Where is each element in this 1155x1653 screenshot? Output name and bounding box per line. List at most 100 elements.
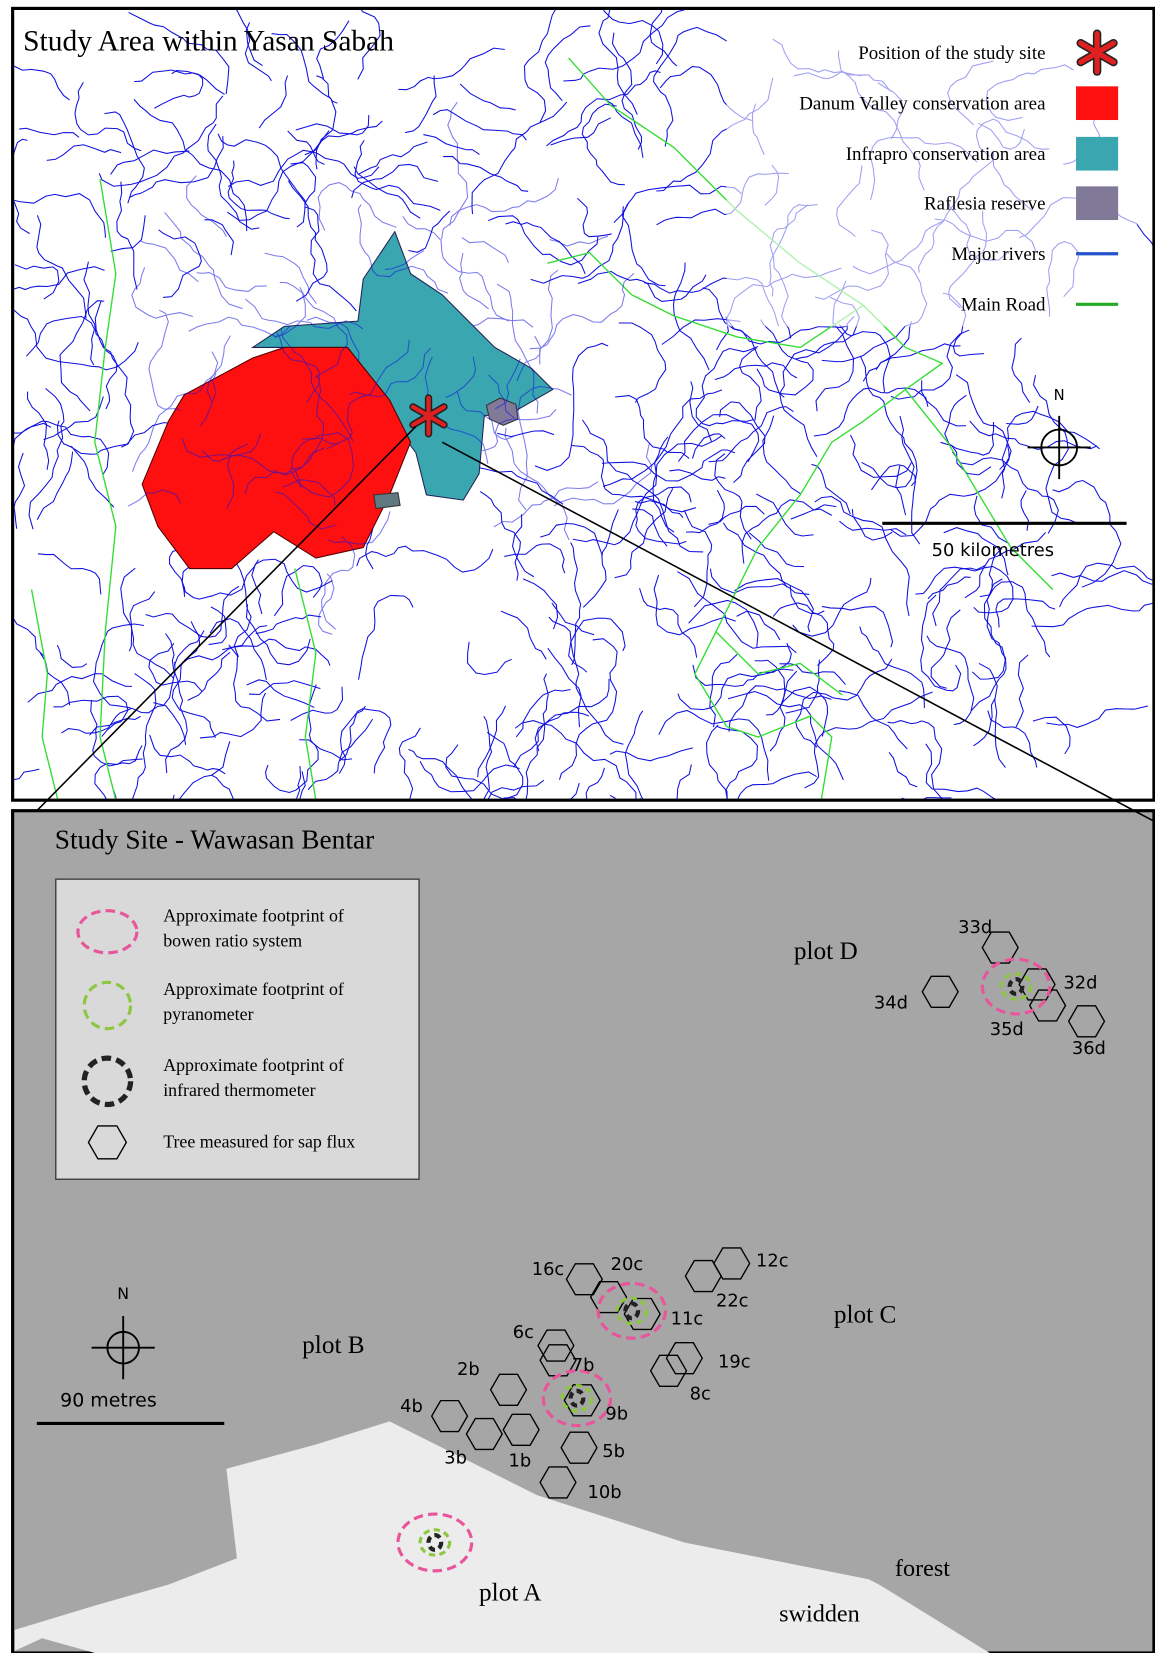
river xyxy=(131,335,231,472)
river xyxy=(838,690,908,750)
river xyxy=(298,771,306,801)
river xyxy=(539,269,559,365)
tree xyxy=(563,1384,601,1417)
river xyxy=(307,718,374,791)
river xyxy=(563,8,690,82)
river xyxy=(979,581,1051,658)
river xyxy=(287,130,325,165)
river xyxy=(851,509,893,541)
river xyxy=(969,420,1098,451)
tree-label: 22c xyxy=(716,1291,749,1312)
river xyxy=(28,388,65,530)
river xyxy=(546,70,661,147)
north-arrow xyxy=(91,1316,155,1380)
river xyxy=(356,545,494,573)
plot-label: plot A xyxy=(479,1578,542,1606)
legend-swatch xyxy=(1076,186,1119,221)
river xyxy=(46,144,122,161)
river xyxy=(264,252,317,304)
pyranometer-footprint xyxy=(999,972,1033,1001)
legend-thermometer xyxy=(81,1055,134,1108)
legend-label: Major rivers xyxy=(951,244,1045,265)
swidden-area xyxy=(14,1421,990,1653)
river xyxy=(183,559,259,600)
river xyxy=(357,141,428,175)
river xyxy=(98,95,224,187)
river xyxy=(234,8,272,82)
legend-label: Raflesia reserve xyxy=(924,194,1045,215)
river xyxy=(134,69,204,109)
river xyxy=(304,206,357,312)
river xyxy=(762,415,801,495)
thermometer-footprint xyxy=(568,1388,586,1408)
river xyxy=(515,689,571,738)
river xyxy=(131,267,194,319)
river xyxy=(534,711,590,752)
river xyxy=(317,182,397,231)
river xyxy=(1051,570,1154,585)
river xyxy=(795,658,893,748)
tree-label: 4b xyxy=(400,1396,423,1417)
tree xyxy=(649,1354,688,1387)
river xyxy=(208,606,227,646)
river xyxy=(689,381,713,443)
river xyxy=(706,724,728,801)
tree xyxy=(981,931,1019,964)
river xyxy=(12,200,30,235)
river xyxy=(148,642,203,692)
bottom-title: Study Site - Wawasan Bentar xyxy=(55,825,374,855)
zoom-line xyxy=(36,425,417,812)
river xyxy=(839,520,907,536)
scale-label: 90 metres xyxy=(60,1390,157,1412)
river xyxy=(94,758,143,801)
river xyxy=(496,283,539,414)
river xyxy=(12,420,110,475)
legend-pyranometer xyxy=(82,980,133,1031)
river xyxy=(53,695,129,737)
site-marks: plot D plot C plot B plot A forest swidden 33d… xyxy=(302,917,1106,1628)
river xyxy=(227,130,330,221)
river xyxy=(550,117,612,146)
river xyxy=(145,585,240,638)
river xyxy=(756,319,814,396)
study-site-marker xyxy=(409,394,448,438)
tree xyxy=(589,1280,628,1314)
river xyxy=(398,727,421,801)
river xyxy=(677,414,760,463)
river xyxy=(461,237,509,263)
tree xyxy=(560,1431,598,1464)
river xyxy=(12,616,45,657)
tree-label: 3b xyxy=(444,1447,467,1468)
bowen-footprint xyxy=(541,1369,613,1428)
river xyxy=(481,418,513,452)
river xyxy=(294,431,355,498)
river xyxy=(728,685,832,732)
river xyxy=(511,514,535,578)
river xyxy=(316,20,350,79)
river xyxy=(37,553,102,595)
river xyxy=(199,372,217,427)
river xyxy=(12,266,105,291)
river xyxy=(459,253,489,310)
river xyxy=(244,374,324,495)
river xyxy=(692,643,792,687)
tree-label: 11c xyxy=(671,1309,704,1330)
river xyxy=(838,324,891,392)
river xyxy=(326,339,410,450)
plot-label: plot B xyxy=(302,1331,364,1359)
river xyxy=(925,743,998,801)
river xyxy=(201,433,262,462)
river xyxy=(487,215,599,266)
river xyxy=(973,698,996,747)
river xyxy=(652,435,723,533)
legend-swatch xyxy=(1076,136,1119,171)
river xyxy=(12,193,107,238)
river xyxy=(493,481,599,528)
river xyxy=(207,123,260,230)
river xyxy=(582,419,704,553)
river xyxy=(133,99,248,232)
river xyxy=(652,26,728,147)
river xyxy=(357,8,381,80)
river xyxy=(850,434,912,478)
